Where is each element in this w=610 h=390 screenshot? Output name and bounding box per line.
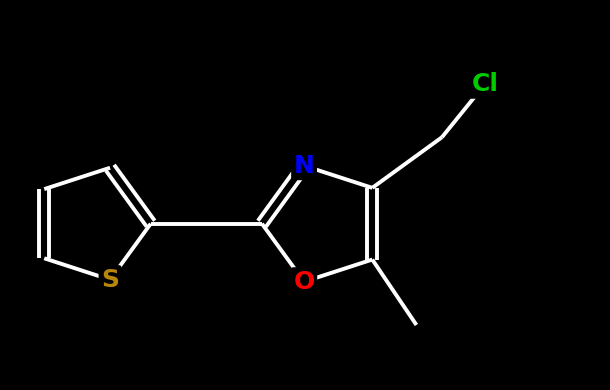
Text: Cl: Cl [472,72,498,96]
Text: S: S [101,268,119,292]
Text: N: N [293,154,315,178]
Text: O: O [293,270,315,294]
